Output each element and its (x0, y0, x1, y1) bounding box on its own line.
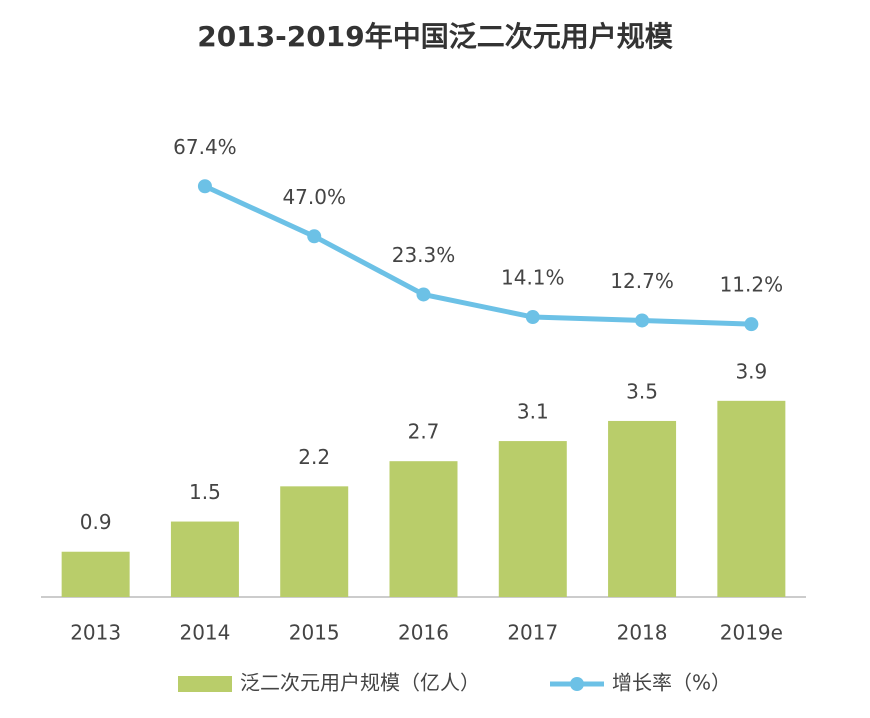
line-point (635, 313, 650, 328)
bar (170, 521, 239, 597)
line-value-label: 23.3% (392, 243, 456, 267)
bar (498, 441, 567, 597)
line-value-label: 12.7% (610, 269, 674, 293)
x-tick-label: 2018 (617, 621, 668, 645)
x-tick-label: 2013 (70, 621, 121, 645)
x-tick-label: 2014 (179, 621, 230, 645)
x-tick-label: 2019e (720, 621, 783, 645)
legend-label: 增长率（%） (612, 671, 731, 695)
chart-title: 2013-2019年中国泛二次元用户规模 (197, 20, 673, 53)
bar-value-label: 3.1 (517, 400, 549, 424)
x-tick-label: 2017 (507, 621, 558, 645)
line-value-label: 67.4% (173, 135, 237, 159)
bar-value-label: 3.9 (735, 359, 767, 383)
bar (717, 400, 786, 597)
line-point (307, 229, 322, 244)
bar (61, 551, 130, 597)
line-value-label: 11.2% (720, 273, 784, 297)
line-value-label: 14.1% (501, 266, 565, 290)
line-point (416, 287, 431, 302)
line-value-label: 47.0% (282, 185, 346, 209)
line-point (525, 310, 540, 325)
legend-label: 泛二次元用户规模（亿人） (240, 671, 480, 695)
legend-point (570, 677, 584, 691)
line-point (744, 317, 759, 332)
legend-swatch (178, 676, 232, 692)
bar (389, 461, 458, 597)
bar-value-label: 0.9 (80, 510, 112, 534)
bar-value-label: 2.7 (408, 420, 440, 444)
bar-value-label: 1.5 (189, 480, 221, 504)
bar (280, 486, 349, 597)
line (203, 183, 752, 327)
bar-value-label: 2.2 (298, 445, 330, 469)
bar (608, 420, 677, 597)
x-tick-label: 2015 (289, 621, 340, 645)
x-tick-label: 2016 (398, 621, 449, 645)
line-point (197, 179, 212, 194)
bar-value-label: 3.5 (626, 379, 658, 403)
